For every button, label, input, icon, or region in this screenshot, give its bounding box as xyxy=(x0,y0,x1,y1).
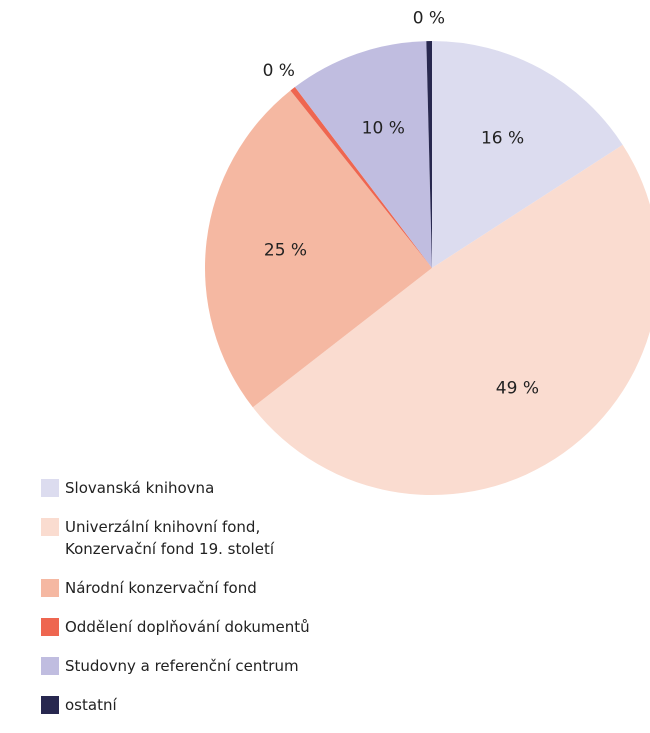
legend-label: Slovanská knihovna xyxy=(65,479,215,497)
data-label: 0 % xyxy=(413,8,445,28)
pie-slice xyxy=(204,90,432,408)
pie-slice xyxy=(432,41,623,268)
legend-swatch xyxy=(41,579,59,597)
legend-item: Národní konzervační fond xyxy=(41,577,641,599)
legend-swatch xyxy=(41,518,59,536)
pie-slice xyxy=(426,41,432,268)
legend-item: Slovanská knihovna xyxy=(41,477,641,499)
legend-item: Studovny a referenční centrum xyxy=(41,655,641,677)
legend-item: ostatní xyxy=(41,694,641,716)
legend-swatch xyxy=(41,657,59,675)
legend-swatch xyxy=(41,618,59,636)
data-label: 10 % xyxy=(362,119,405,139)
legend-swatch xyxy=(41,479,59,497)
data-label: 0 % xyxy=(263,61,295,81)
data-label: 25 % xyxy=(264,241,307,261)
legend-label: Univerzální knihovní fond, Konzervační f… xyxy=(65,518,274,558)
chart: 16 % 49 % 25 % 0 % 10 % 0 % xyxy=(204,8,650,495)
legend: Slovanská knihovna Univerzální knihovní f… xyxy=(41,477,641,733)
legend-label: ostatní xyxy=(65,696,117,714)
pie-slice xyxy=(252,144,650,495)
legend-label: Oddělení doplňování dokumentů xyxy=(65,618,310,636)
data-label: 49 % xyxy=(496,378,539,398)
legend-label: Národní konzervační fond xyxy=(65,579,257,597)
pie-slice xyxy=(294,41,432,268)
legend-item: Univerzální knihovní fond, Konzervační f… xyxy=(41,516,641,560)
data-label: 16 % xyxy=(481,128,524,148)
legend-item: Oddělení doplňování dokumentů xyxy=(41,616,641,638)
legend-swatch xyxy=(41,696,59,714)
pie-slice xyxy=(290,87,432,268)
legend-label: Studovny a referenční centrum xyxy=(65,657,299,675)
